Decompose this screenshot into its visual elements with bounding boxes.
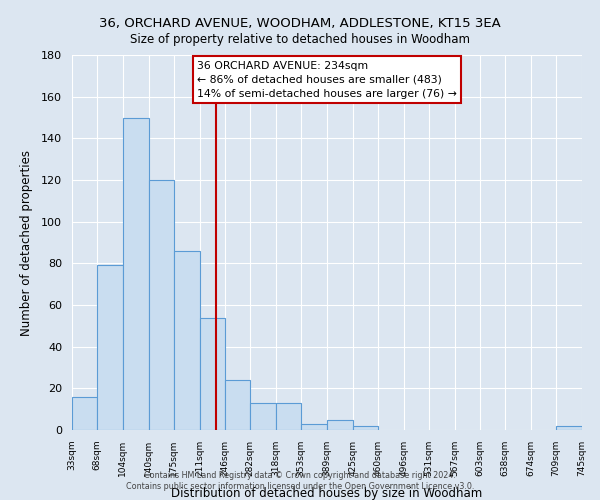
Bar — [72, 396, 97, 430]
Bar — [199, 318, 224, 430]
Bar — [327, 420, 353, 430]
Bar — [97, 266, 123, 430]
Y-axis label: Number of detached properties: Number of detached properties — [20, 150, 33, 336]
Text: 36, ORCHARD AVENUE, WOODHAM, ADDLESTONE, KT15 3EA: 36, ORCHARD AVENUE, WOODHAM, ADDLESTONE,… — [99, 18, 501, 30]
Bar — [250, 403, 276, 430]
Text: Contains HM Land Registry data © Crown copyright and database right 2024.: Contains HM Land Registry data © Crown c… — [144, 470, 456, 480]
Text: 36 ORCHARD AVENUE: 234sqm
← 86% of detached houses are smaller (483)
14% of semi: 36 ORCHARD AVENUE: 234sqm ← 86% of detac… — [197, 60, 457, 98]
Text: Size of property relative to detached houses in Woodham: Size of property relative to detached ho… — [130, 32, 470, 46]
X-axis label: Distribution of detached houses by size in Woodham: Distribution of detached houses by size … — [172, 487, 482, 500]
Text: Contains public sector information licensed under the Open Government Licence v3: Contains public sector information licen… — [126, 482, 474, 491]
Bar — [301, 424, 327, 430]
Bar — [224, 380, 250, 430]
Bar — [149, 180, 174, 430]
Bar — [276, 403, 301, 430]
Bar — [123, 118, 149, 430]
Bar — [556, 426, 582, 430]
Bar — [353, 426, 378, 430]
Bar — [174, 251, 199, 430]
